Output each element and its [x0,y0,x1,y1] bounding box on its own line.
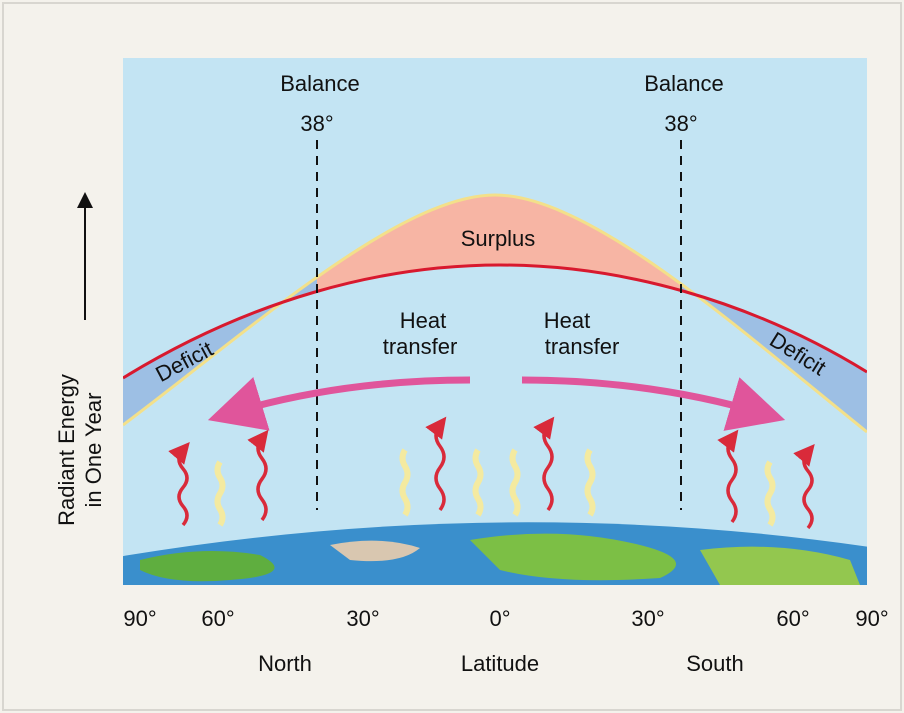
red-radiation [717,429,739,524]
incoming-curve [123,263,867,380]
yellow-radiation [214,460,226,527]
x-tick-label: 30° [346,606,379,631]
land [470,533,676,581]
yellow-radiation [472,448,484,517]
y-axis-label: in One Year [81,393,106,508]
plot-area [123,58,867,585]
heat-arrow [521,376,786,431]
x-ticks: 90° 60° 30° 0° 30° 60° 90° [123,606,888,631]
balance-title: Balance [280,71,360,96]
x-tick-label: 30° [631,606,664,631]
land [330,540,420,562]
radiation-arrows [168,416,815,530]
yellow-radiation [584,448,596,517]
x-tick-label: 60° [201,606,234,631]
balance-degrees: 38° [664,111,697,136]
heat-label: transfer [545,334,620,359]
x-label: North [258,651,312,676]
x-tick-label: 60° [776,606,809,631]
heat-arrow [207,376,471,431]
red-radiation [793,443,815,530]
heat-label: Heat [544,308,590,333]
red-radiation [247,429,269,522]
land [700,546,860,585]
land [140,551,275,582]
x-tick-label: 0° [489,606,510,631]
yellow-radiation [509,448,521,517]
red-radiation [168,442,190,527]
red-radiation [533,416,555,512]
x-tick-label: 90° [855,606,888,631]
x-label: South [686,651,744,676]
surplus-area [317,195,681,292]
x-label: Latitude [461,651,539,676]
x-tick-label: 90° [123,606,156,631]
heat-label: Heat [400,308,446,333]
balance-title: Balance [644,71,724,96]
red-radiation [425,416,447,512]
y-axis-label: Radiant Energy [54,374,79,526]
balance-degrees: 38° [300,111,333,136]
surplus-label: Surplus [461,226,536,251]
yellow-radiation [764,460,776,527]
heat-label: transfer [383,334,458,359]
outgoing-curve [123,193,867,434]
yellow-radiation [399,448,411,517]
